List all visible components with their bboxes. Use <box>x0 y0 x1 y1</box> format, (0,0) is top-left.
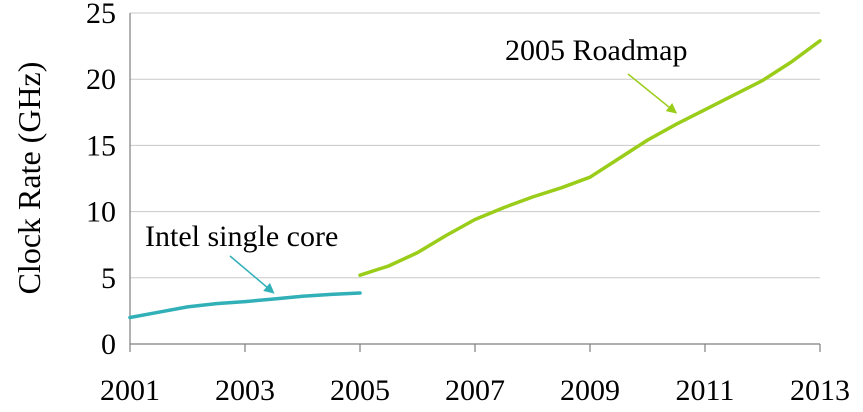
axes: 0 5 10 15 20 25 2001 2003 2005 2007 2009 2011 2013 <box>86 0 850 407</box>
annotation-arrow-1 <box>627 73 678 114</box>
x-tick-label: 2003 <box>215 374 275 407</box>
y-tick-label: 15 <box>86 129 116 162</box>
annotation-label-1: 2005 Roadmap <box>505 34 687 67</box>
x-tick-label: 2009 <box>560 374 620 407</box>
x-tick-label: 2005 <box>330 374 390 407</box>
x-tick-label: 2001 <box>100 374 160 407</box>
x-tick-label: 2007 <box>445 374 505 407</box>
y-tick-label: 20 <box>86 63 116 96</box>
y-tick-label: 10 <box>86 196 116 229</box>
y-tick-label: 25 <box>86 0 116 30</box>
series-line-1 <box>358 39 822 277</box>
x-tick-label: 2011 <box>676 374 735 407</box>
y-axis-title: Clock Rate (GHz) <box>11 62 47 295</box>
y-tick-label: 0 <box>101 328 116 361</box>
series-line-0 <box>128 291 362 320</box>
annotations: Intel single core 2005 Roadmap <box>145 34 687 294</box>
y-tick-label: 5 <box>101 262 116 295</box>
x-tick-label: 2013 <box>790 374 850 407</box>
annotation-arrow-0 <box>229 255 275 294</box>
gridlines <box>130 12 820 279</box>
series-lines <box>128 39 822 320</box>
annotation-label-0: Intel single core <box>145 220 338 253</box>
